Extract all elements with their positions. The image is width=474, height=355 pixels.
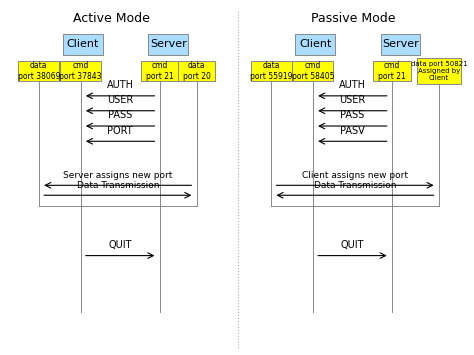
Text: cmd
port 37843: cmd port 37843 xyxy=(59,61,102,81)
Text: PORT: PORT xyxy=(107,126,133,136)
Text: Client: Client xyxy=(67,39,99,49)
Text: PASS: PASS xyxy=(340,110,365,120)
Text: cmd
port 58405: cmd port 58405 xyxy=(292,61,334,81)
Text: Client: Client xyxy=(299,39,331,49)
FancyBboxPatch shape xyxy=(373,61,410,81)
Text: Server assigns new port: Server assigns new port xyxy=(63,171,173,180)
Text: PASV: PASV xyxy=(340,126,365,136)
FancyBboxPatch shape xyxy=(178,61,215,81)
Text: USER: USER xyxy=(339,95,365,105)
Text: data
port 55919: data port 55919 xyxy=(250,61,292,81)
Text: Passive Mode: Passive Mode xyxy=(311,12,395,26)
Text: Client assigns new port: Client assigns new port xyxy=(302,171,408,180)
FancyBboxPatch shape xyxy=(148,34,188,55)
FancyBboxPatch shape xyxy=(295,34,335,55)
Text: PASS: PASS xyxy=(108,110,132,120)
Text: data
port 20: data port 20 xyxy=(183,61,210,81)
Text: cmd
port 21: cmd port 21 xyxy=(146,61,173,81)
FancyBboxPatch shape xyxy=(141,61,178,81)
Text: Data Transmission: Data Transmission xyxy=(76,181,159,190)
FancyBboxPatch shape xyxy=(18,61,59,81)
Text: QUIT: QUIT xyxy=(341,240,364,250)
Text: USER: USER xyxy=(107,95,133,105)
Text: Active Mode: Active Mode xyxy=(73,12,150,26)
FancyBboxPatch shape xyxy=(417,58,461,84)
Text: Server: Server xyxy=(382,39,419,49)
FancyBboxPatch shape xyxy=(63,34,103,55)
Text: QUIT: QUIT xyxy=(109,240,132,250)
FancyBboxPatch shape xyxy=(381,34,420,55)
FancyBboxPatch shape xyxy=(251,61,292,81)
Text: AUTH: AUTH xyxy=(107,80,134,90)
Text: Data Transmission: Data Transmission xyxy=(314,181,396,190)
Text: data port 50821
Assigned by
Client: data port 50821 Assigned by Client xyxy=(410,61,467,81)
Text: cmd
port 21: cmd port 21 xyxy=(378,61,406,81)
FancyBboxPatch shape xyxy=(292,61,333,81)
Text: Server: Server xyxy=(150,39,187,49)
Text: data
port 38069: data port 38069 xyxy=(18,61,60,81)
FancyBboxPatch shape xyxy=(60,61,101,81)
Text: AUTH: AUTH xyxy=(339,80,366,90)
